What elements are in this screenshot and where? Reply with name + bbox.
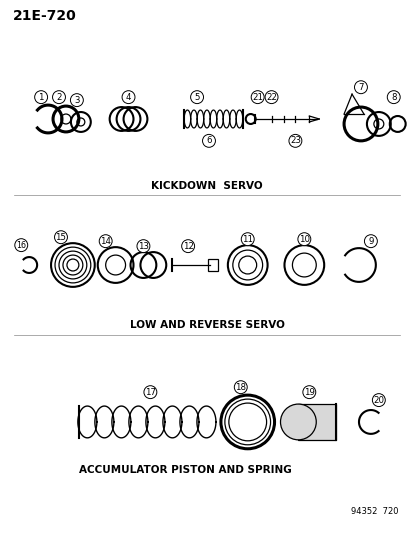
Bar — [207, 259, 217, 271]
Circle shape — [52, 91, 65, 103]
Circle shape — [122, 91, 135, 103]
Text: 5: 5 — [194, 93, 199, 102]
Text: 20: 20 — [373, 395, 383, 405]
Text: 8: 8 — [390, 93, 396, 102]
Text: ACCUMULATOR PISTON AND SPRING: ACCUMULATOR PISTON AND SPRING — [78, 465, 291, 474]
Circle shape — [144, 386, 157, 399]
Circle shape — [363, 235, 376, 248]
Text: 2: 2 — [56, 93, 62, 102]
Bar — [298, 404, 335, 440]
Circle shape — [354, 81, 366, 94]
Circle shape — [241, 233, 254, 246]
Text: 17: 17 — [145, 387, 156, 397]
Text: 3: 3 — [74, 95, 79, 104]
Text: KICKDOWN  SERVO: KICKDOWN SERVO — [151, 181, 262, 190]
Text: 23: 23 — [289, 136, 300, 146]
Text: 15: 15 — [55, 233, 66, 241]
Circle shape — [386, 91, 399, 103]
Text: 1: 1 — [38, 93, 44, 102]
Text: 4: 4 — [126, 93, 131, 102]
Text: 9: 9 — [367, 237, 373, 246]
Circle shape — [190, 91, 203, 103]
Circle shape — [288, 134, 301, 147]
Circle shape — [99, 235, 112, 248]
Text: 21E-720: 21E-720 — [13, 9, 77, 23]
Circle shape — [35, 91, 47, 103]
Text: 6: 6 — [206, 136, 211, 146]
Text: 10: 10 — [298, 235, 309, 244]
Circle shape — [202, 134, 215, 147]
Text: 11: 11 — [242, 235, 253, 244]
Circle shape — [297, 233, 310, 246]
Circle shape — [251, 91, 263, 103]
Text: 22: 22 — [266, 93, 276, 102]
Circle shape — [70, 94, 83, 107]
Text: 12: 12 — [182, 241, 193, 251]
Circle shape — [371, 394, 385, 407]
Text: 14: 14 — [100, 237, 111, 246]
Text: 94352  720: 94352 720 — [350, 507, 398, 516]
Circle shape — [234, 381, 247, 394]
Circle shape — [181, 240, 194, 253]
Text: 18: 18 — [235, 383, 246, 392]
Text: 13: 13 — [138, 241, 149, 251]
Text: 19: 19 — [303, 387, 314, 397]
Circle shape — [280, 404, 316, 440]
Circle shape — [264, 91, 278, 103]
Text: LOW AND REVERSE SERVO: LOW AND REVERSE SERVO — [129, 320, 284, 329]
Circle shape — [137, 240, 150, 253]
Text: 16: 16 — [16, 240, 26, 249]
Circle shape — [302, 386, 315, 399]
Circle shape — [55, 231, 67, 244]
Text: 21: 21 — [252, 93, 263, 102]
Text: 7: 7 — [357, 83, 363, 92]
Circle shape — [15, 239, 28, 252]
